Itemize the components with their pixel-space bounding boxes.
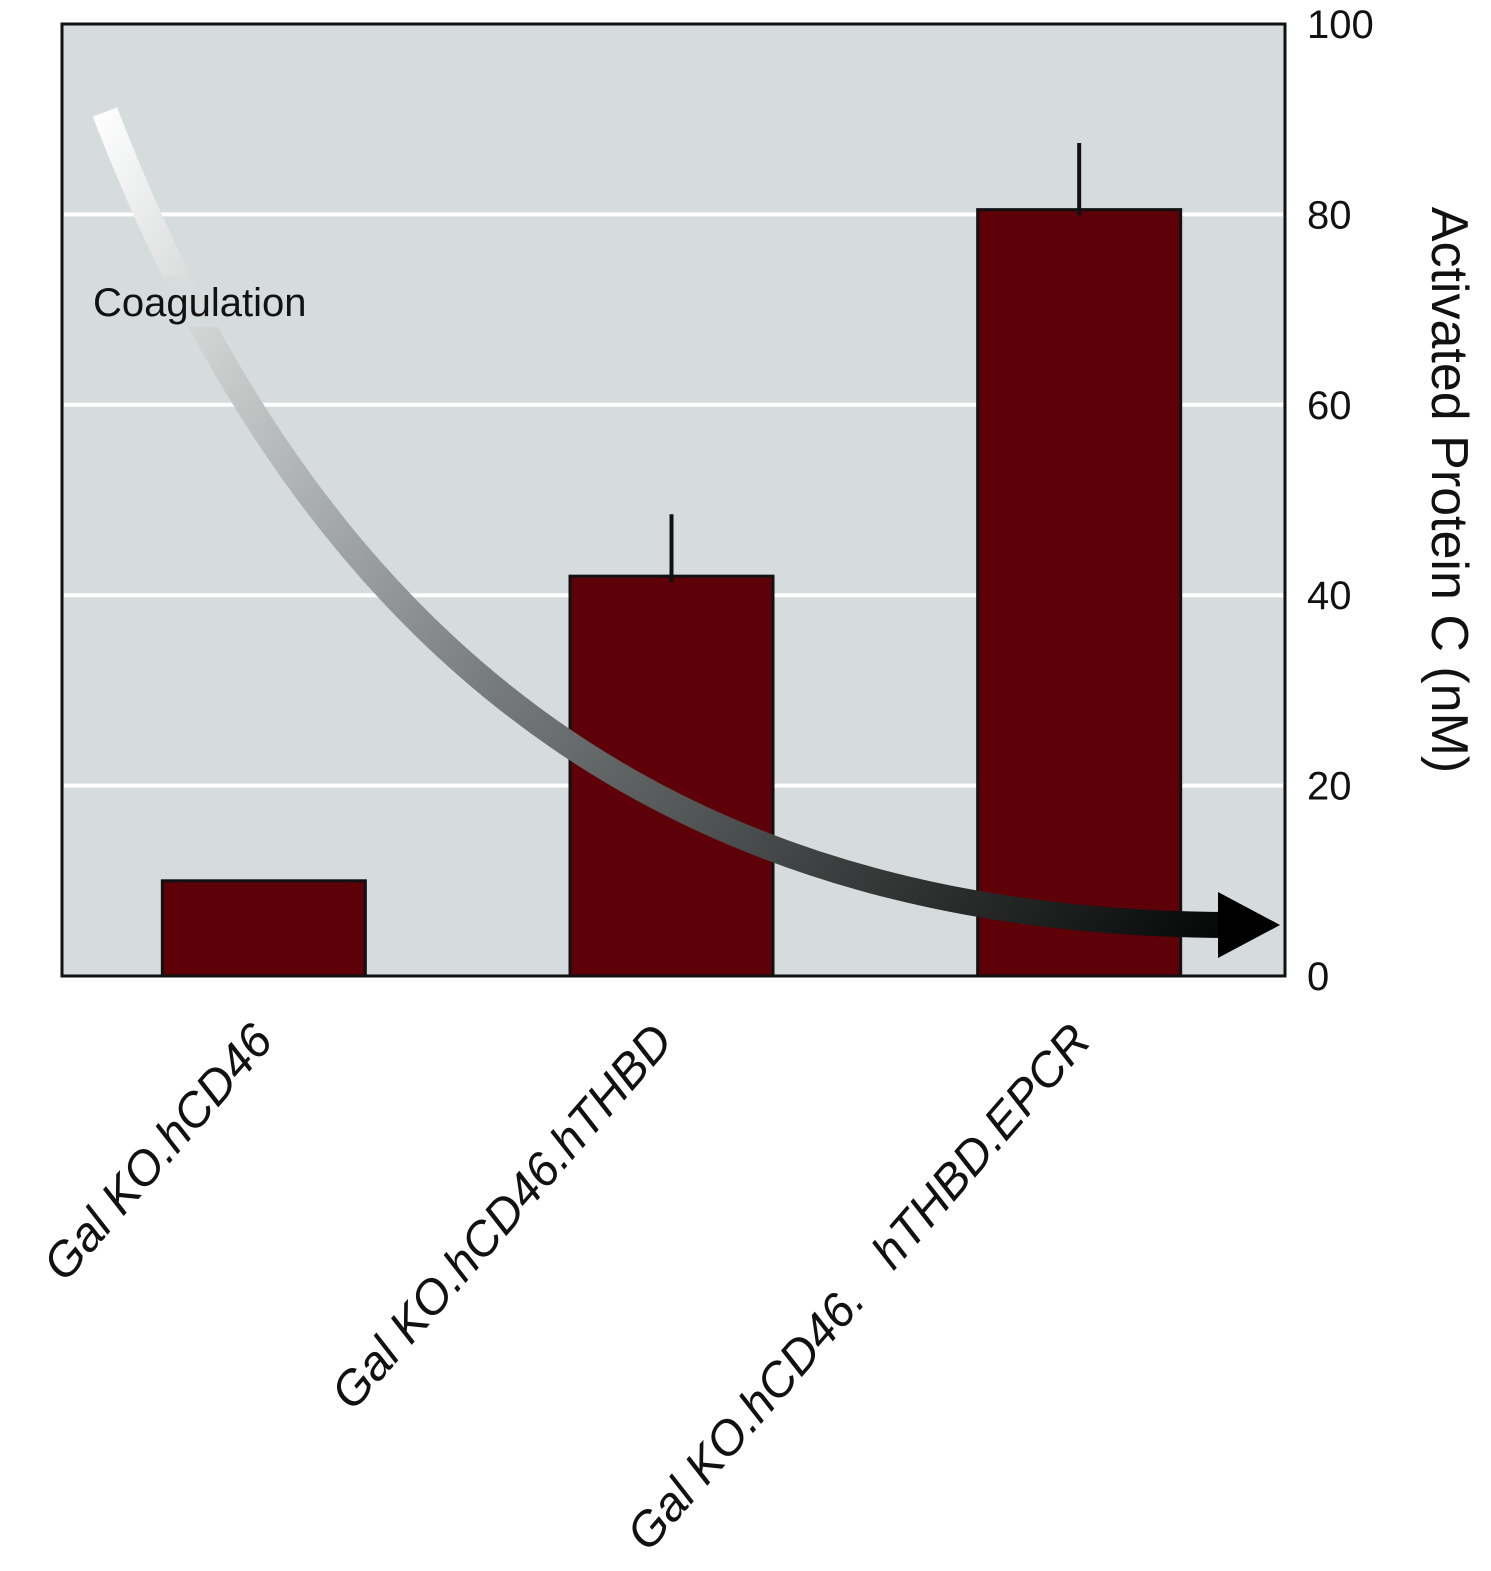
x-category-label: Gal KO.hCD46. hTHBD.EPCR: [617, 1014, 1102, 1560]
bars: [160, 143, 1183, 978]
plot-frame: [60, 22, 1287, 978]
bar: [160, 879, 367, 978]
coagulation-label: Coagulation: [93, 281, 307, 325]
y-tick-label: 0: [1307, 955, 1329, 999]
coagulation-arrow: [92, 107, 1280, 958]
coagulation-label-backdrop: [90, 277, 345, 327]
y-tick-label: 20: [1307, 765, 1352, 809]
y-axis-title: Activated Protein C (nM): [1420, 207, 1478, 773]
coagulation-arrow-shaft: [92, 107, 1236, 938]
x-category-label: Gal KO.hCD46: [33, 1014, 283, 1291]
y-axis-ticks: 0 20 40 60 80 100: [1307, 3, 1374, 999]
x-category-label: Gal KO.hCD46.hTHBD: [321, 1014, 683, 1419]
y-tick-label: 40: [1307, 574, 1352, 618]
y-tick-label: 80: [1307, 193, 1352, 237]
y-tick-label: 60: [1307, 384, 1352, 428]
y-tick-label: 100: [1307, 3, 1374, 47]
bar: [976, 208, 1183, 978]
coagulation-arrow-head: [1218, 892, 1280, 958]
